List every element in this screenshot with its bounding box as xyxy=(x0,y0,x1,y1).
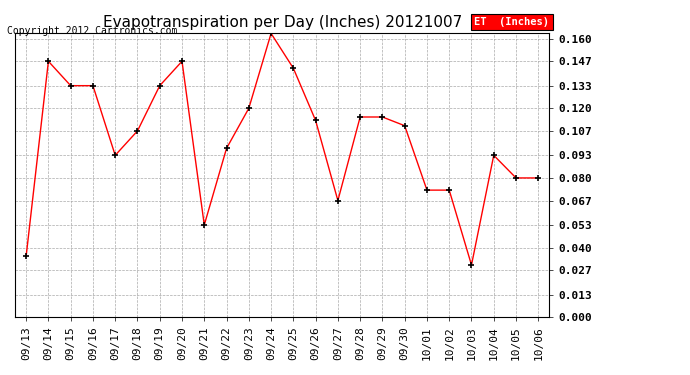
Text: ET  (Inches): ET (Inches) xyxy=(475,17,549,27)
Text: Copyright 2012 Cartronics.com: Copyright 2012 Cartronics.com xyxy=(7,26,177,36)
Title: Evapotranspiration per Day (Inches) 20121007: Evapotranspiration per Day (Inches) 2012… xyxy=(103,15,462,30)
